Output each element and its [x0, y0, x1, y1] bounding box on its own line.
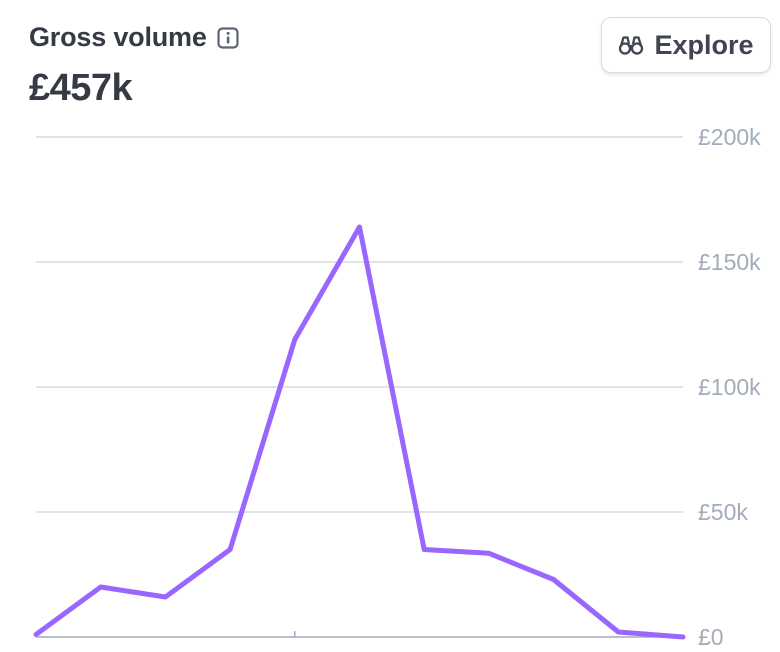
gross-volume-total: £457k	[29, 67, 133, 109]
explore-button[interactable]: Explore	[601, 17, 771, 73]
y-tick-label-0: £0	[698, 624, 724, 650]
chart-header: Gross volume	[29, 22, 239, 53]
explore-button-label: Explore	[654, 29, 754, 60]
info-icon[interactable]	[217, 26, 239, 49]
binoculars-icon	[618, 34, 644, 56]
y-tick-label-4: £200k	[698, 124, 761, 150]
y-tick-label-2: £100k	[698, 374, 761, 400]
y-tick-label-1: £50k	[698, 499, 748, 525]
chart-title: Gross volume	[29, 22, 207, 52]
series-line-0	[33, 224, 686, 640]
y-tick-label-3: £150k	[698, 249, 761, 275]
